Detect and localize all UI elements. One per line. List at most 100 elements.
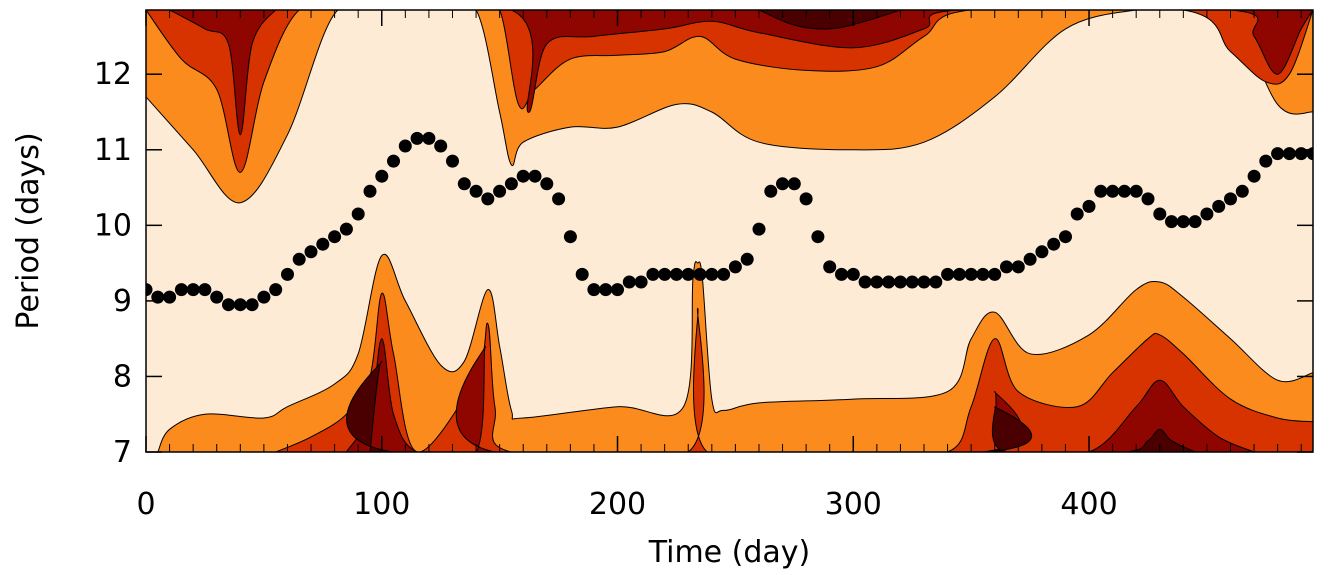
scatter-point xyxy=(1188,215,1202,229)
x-tick-label: 100 xyxy=(353,487,410,522)
scatter-point xyxy=(245,298,259,312)
plot-frame xyxy=(145,9,1314,453)
y-tick-label: 11 xyxy=(94,133,132,168)
x-tick-label: 300 xyxy=(825,487,882,522)
scatter-point xyxy=(410,131,424,145)
scatter-point xyxy=(387,154,400,168)
contour-bottom-level-4 xyxy=(346,360,1196,452)
scatter-point xyxy=(740,252,754,266)
scatter-point xyxy=(646,267,660,281)
x-tick-label: 0 xyxy=(136,487,155,522)
scatter-point xyxy=(681,267,695,281)
scatter-point xyxy=(151,290,165,304)
scatter-point xyxy=(375,169,389,183)
scatter-point xyxy=(1259,154,1273,168)
scatter-point xyxy=(398,139,412,153)
scatter-point xyxy=(174,283,188,297)
scatter-point xyxy=(799,192,813,206)
scatter-point xyxy=(528,169,542,183)
y-axis-title: Period (days) xyxy=(11,132,46,329)
scatter-point xyxy=(670,267,683,281)
y-tick-label: 10 xyxy=(94,208,132,243)
scatter-point xyxy=(457,177,471,191)
scatter-point xyxy=(988,267,1002,281)
contour-top-level-4 xyxy=(758,10,901,30)
scatter-point xyxy=(1106,184,1120,198)
scatter-point xyxy=(1141,192,1155,206)
scatter-point xyxy=(363,184,377,198)
scatter-layer xyxy=(146,131,1313,312)
scatter-point xyxy=(446,154,459,168)
scatter-point xyxy=(976,267,990,281)
scatter-point xyxy=(281,267,294,281)
scatter-point xyxy=(233,298,247,312)
contour-layer xyxy=(146,10,1313,452)
scatter-point xyxy=(1235,184,1249,198)
scatter-point xyxy=(1117,184,1131,198)
scatter-point xyxy=(717,267,731,281)
scatter-point xyxy=(163,290,177,304)
scatter-point xyxy=(705,267,719,281)
scatter-point xyxy=(776,177,789,191)
scatter-point xyxy=(292,252,306,266)
scatter-point xyxy=(222,298,235,312)
scatter-point xyxy=(469,184,483,198)
scatter-point xyxy=(1094,184,1108,198)
scatter-point xyxy=(540,177,554,191)
scatter-point xyxy=(587,283,601,297)
scatter-point xyxy=(893,275,907,289)
scatter-point xyxy=(611,283,624,297)
scatter-point xyxy=(1212,199,1226,213)
scatter-point xyxy=(351,207,365,221)
scatter-point xyxy=(1224,192,1237,206)
scatter-point xyxy=(811,230,825,244)
scatter-point xyxy=(882,275,896,289)
x-tick-label: 200 xyxy=(589,487,646,522)
y-tick-label: 12 xyxy=(94,57,132,92)
scatter-point xyxy=(1082,199,1096,213)
scatter-point xyxy=(481,192,495,206)
scatter-point xyxy=(146,283,153,297)
scatter-point xyxy=(516,169,530,183)
scatter-point xyxy=(858,275,872,289)
scatter-point xyxy=(422,131,436,145)
scatter-point xyxy=(1247,169,1261,183)
axis-layer: 0 100 200 300 400 7 8 9 10 11 12 xyxy=(94,10,1313,522)
scatter-point xyxy=(905,275,919,289)
scatter-point xyxy=(269,283,283,297)
scatter-point xyxy=(1059,230,1072,244)
scatter-point xyxy=(1129,184,1143,198)
scatter-point xyxy=(1070,207,1084,221)
scatter-point xyxy=(1176,215,1190,229)
scatter-point xyxy=(870,275,884,289)
scatter-point xyxy=(787,177,801,191)
scatter-point xyxy=(846,267,860,281)
scatter-point xyxy=(1035,245,1049,259)
scatter-point xyxy=(952,267,966,281)
scatter-point xyxy=(493,184,507,198)
scatter-point xyxy=(752,222,766,236)
y-tick-label: 9 xyxy=(113,284,132,319)
scatter-point xyxy=(1023,252,1037,266)
scatter-point xyxy=(186,283,200,297)
scatter-point xyxy=(1200,207,1214,221)
scatter-point xyxy=(210,290,224,304)
scatter-point xyxy=(728,260,742,274)
contour-top-level-1 xyxy=(146,10,1313,204)
x-axis-title: Time (day) xyxy=(648,535,811,570)
scatter-point xyxy=(563,230,577,244)
scatter-point xyxy=(304,245,318,259)
scatter-point xyxy=(941,267,955,281)
scatter-point xyxy=(764,184,778,198)
scatter-point xyxy=(1011,260,1025,274)
scatter-point xyxy=(1282,147,1296,161)
scatter-point xyxy=(257,290,271,304)
y-tick-label: 8 xyxy=(113,359,132,394)
scatter-point xyxy=(622,275,636,289)
scatter-point xyxy=(929,275,943,289)
scatter-point xyxy=(835,267,848,281)
scatter-point xyxy=(316,237,330,251)
scatter-point xyxy=(1153,207,1167,221)
scatter-point xyxy=(964,267,978,281)
